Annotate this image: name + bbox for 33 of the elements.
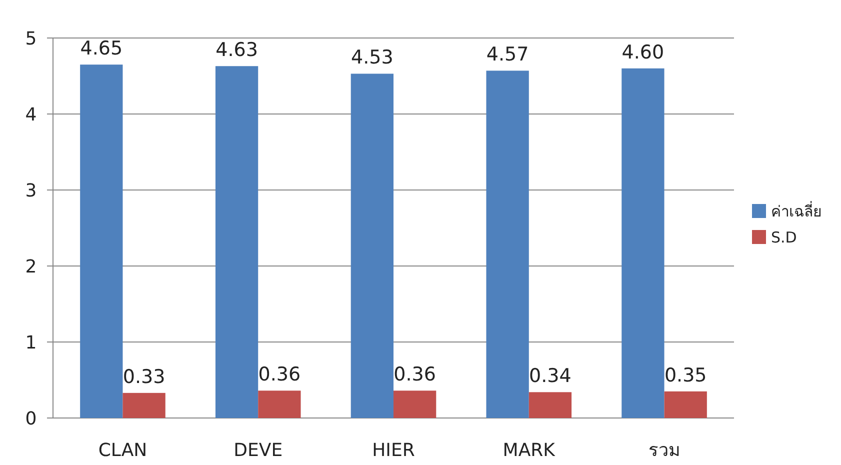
x-tick-label: DEVE: [234, 440, 283, 461]
data-label: 4.60: [622, 41, 664, 64]
y-tick-label: 2: [25, 256, 37, 278]
bar: [80, 64, 123, 418]
bar: [215, 66, 258, 418]
x-tick-label: HIER: [372, 440, 415, 461]
y-tick-label: 1: [25, 332, 37, 354]
bar: [122, 392, 166, 418]
x-tick-label: CLAN: [98, 440, 148, 461]
bar: [350, 74, 394, 418]
y-tick-label: 3: [25, 180, 37, 202]
bar: [664, 391, 707, 418]
data-label: 4.65: [80, 38, 123, 60]
data-label: 0.35: [664, 364, 707, 386]
bar: [528, 392, 572, 418]
x-tick-label: รวม: [648, 440, 680, 461]
y-tick-label: 4: [25, 104, 37, 126]
data-label: 4.57: [486, 44, 529, 66]
data-label: 4.63: [216, 39, 258, 62]
bar: [622, 68, 664, 418]
data-label: 0.36: [258, 364, 301, 386]
data-label: 0.34: [529, 365, 572, 388]
y-tick-label: 5: [25, 28, 37, 50]
bar: [486, 70, 529, 418]
x-tick-label: MARK: [502, 440, 556, 461]
legend-label: S.D: [771, 228, 797, 246]
data-label: 0.33: [122, 366, 166, 388]
y-tick-label: 0: [25, 408, 37, 430]
data-label: 4.53: [351, 46, 394, 69]
bar: [258, 390, 301, 418]
legend-label: ค่าเฉลี่ย: [771, 200, 822, 220]
data-label: 0.36: [394, 364, 436, 386]
bar: [394, 390, 436, 418]
